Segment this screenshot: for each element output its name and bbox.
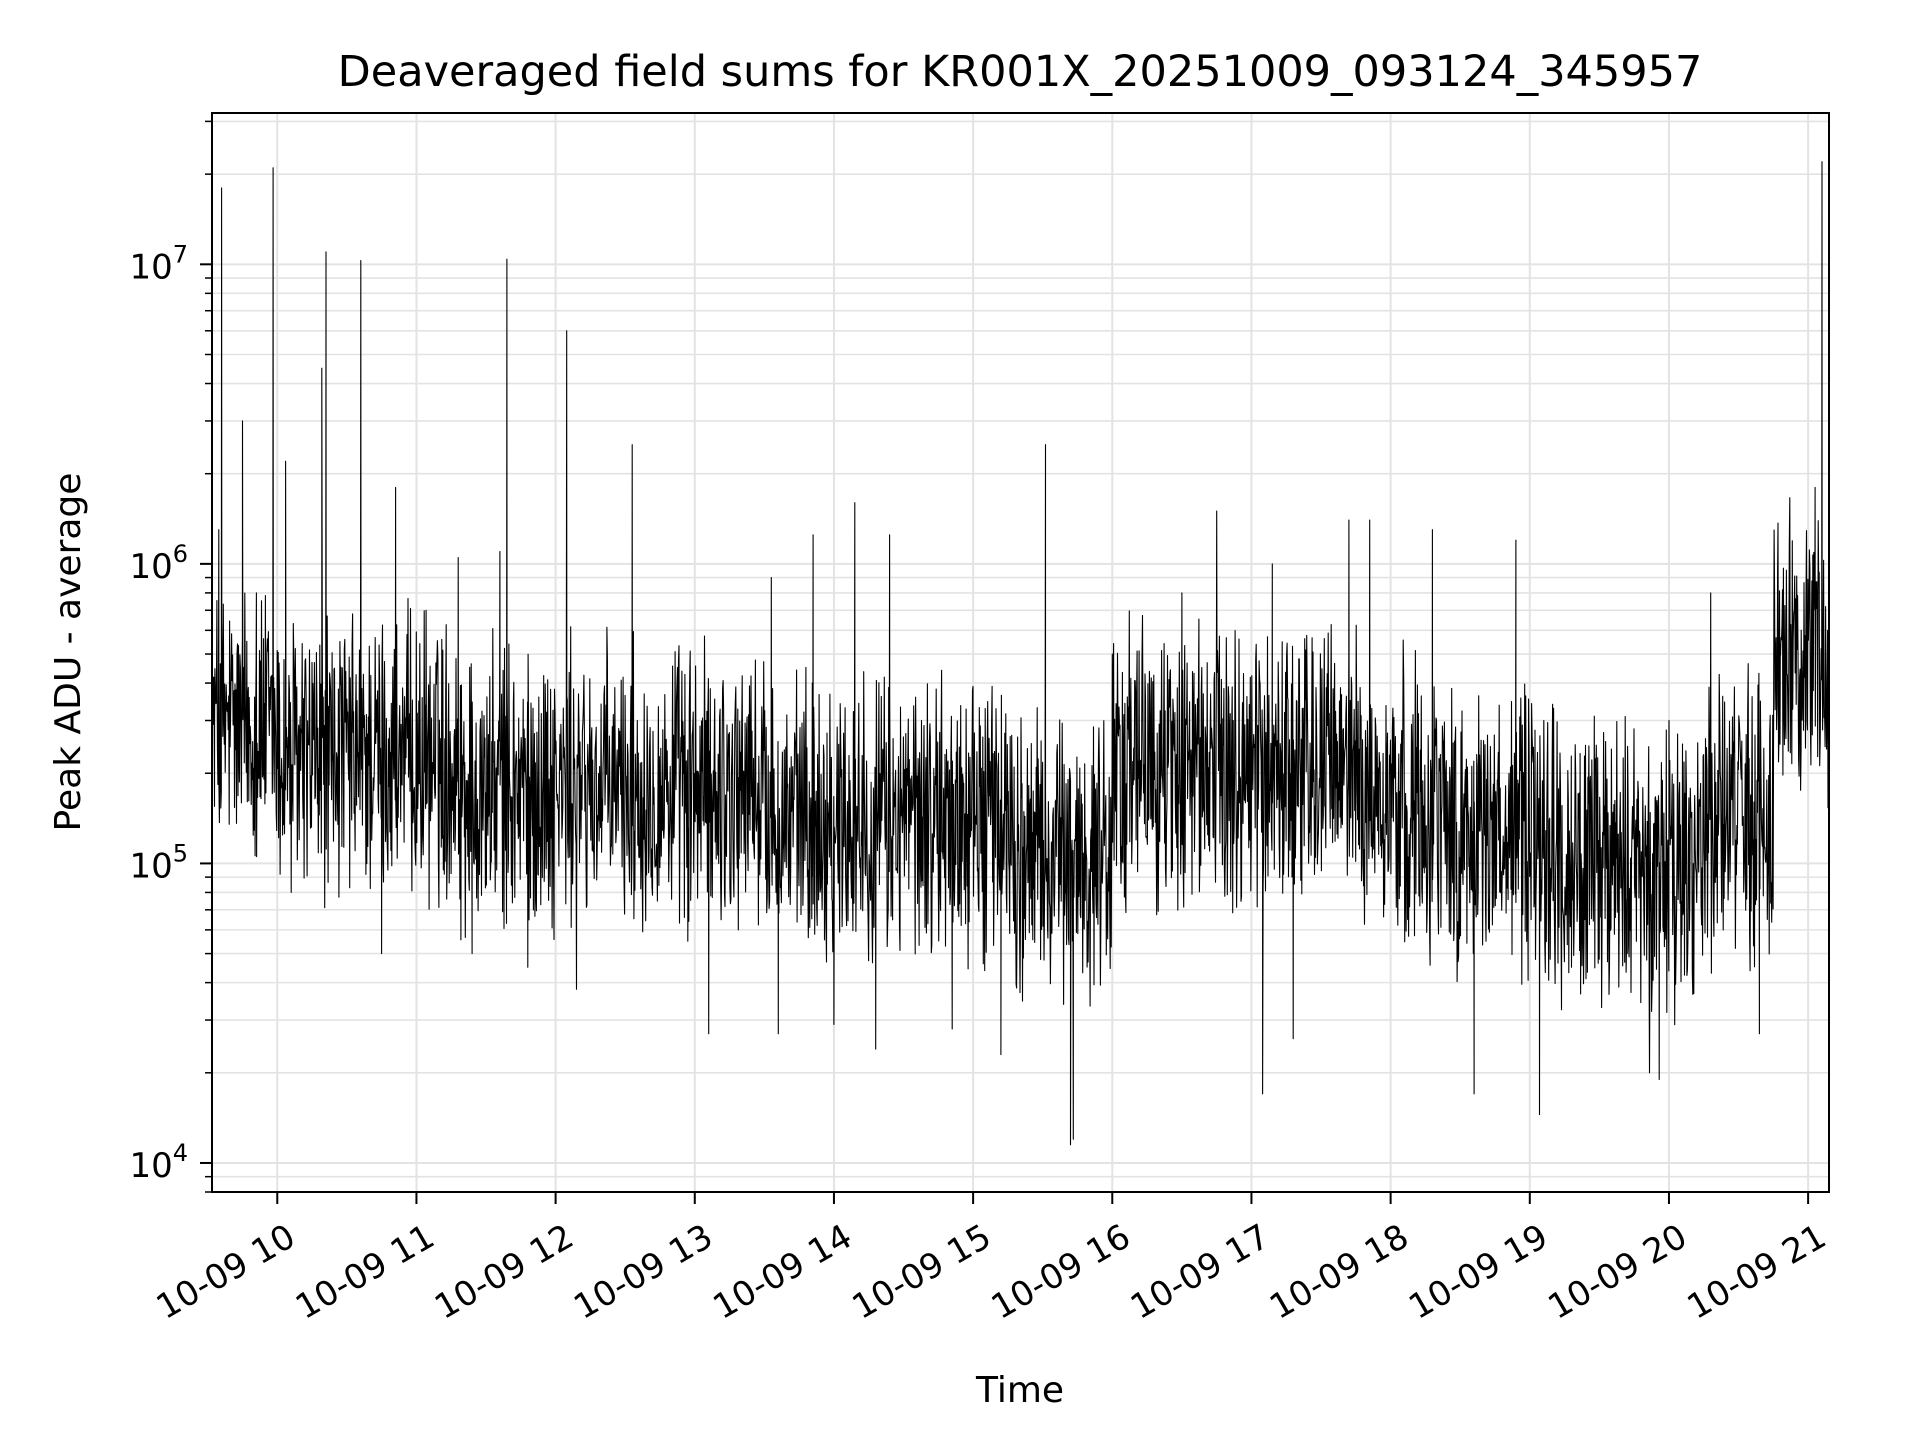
y-tick-base: 10 (129, 247, 172, 287)
plot-frame (211, 112, 1830, 1193)
x-tick-label: 10-09 15 (846, 1217, 998, 1328)
x-tick-label: 10-09 11 (289, 1217, 441, 1328)
x-tick-label: 10-09 19 (1402, 1217, 1554, 1328)
y-axis-label: Peak ADU - average (48, 473, 89, 832)
x-tick-label: 10-09 16 (985, 1217, 1137, 1328)
x-axis-label: Time (975, 1370, 1064, 1411)
y-tick-label: 105 (129, 839, 188, 886)
y-tick-base: 10 (129, 1146, 172, 1186)
x-tick-label: 10-09 18 (1263, 1217, 1415, 1328)
y-tick-label: 107 (129, 240, 188, 287)
y-tick-label: 104 (129, 1139, 188, 1186)
y-tick-base: 10 (129, 547, 172, 587)
y-tick-exponent: 7 (173, 240, 188, 268)
x-tick-label: 10-09 20 (1541, 1217, 1693, 1328)
y-tick-exponent: 5 (173, 839, 188, 867)
y-tick-base: 10 (129, 846, 172, 886)
series-group (211, 161, 1830, 1146)
x-tick-label: 10-09 21 (1681, 1217, 1833, 1328)
x-tick-label: 10-09 12 (428, 1217, 580, 1328)
x-tick-label: 10-09 10 (150, 1217, 302, 1328)
x-tick-label: 10-09 14 (706, 1217, 858, 1328)
x-tick-label: 10-09 13 (567, 1217, 719, 1328)
x-tick-label: 10-09 17 (1124, 1217, 1276, 1328)
y-tick-label: 106 (129, 540, 188, 587)
y-tick-exponent: 4 (173, 1139, 188, 1167)
chart-title: Deaveraged field sums for KR001X_2025100… (338, 47, 1703, 97)
series-line (211, 161, 1830, 1146)
y-tick-exponent: 6 (173, 540, 188, 568)
grid (212, 113, 1829, 1193)
